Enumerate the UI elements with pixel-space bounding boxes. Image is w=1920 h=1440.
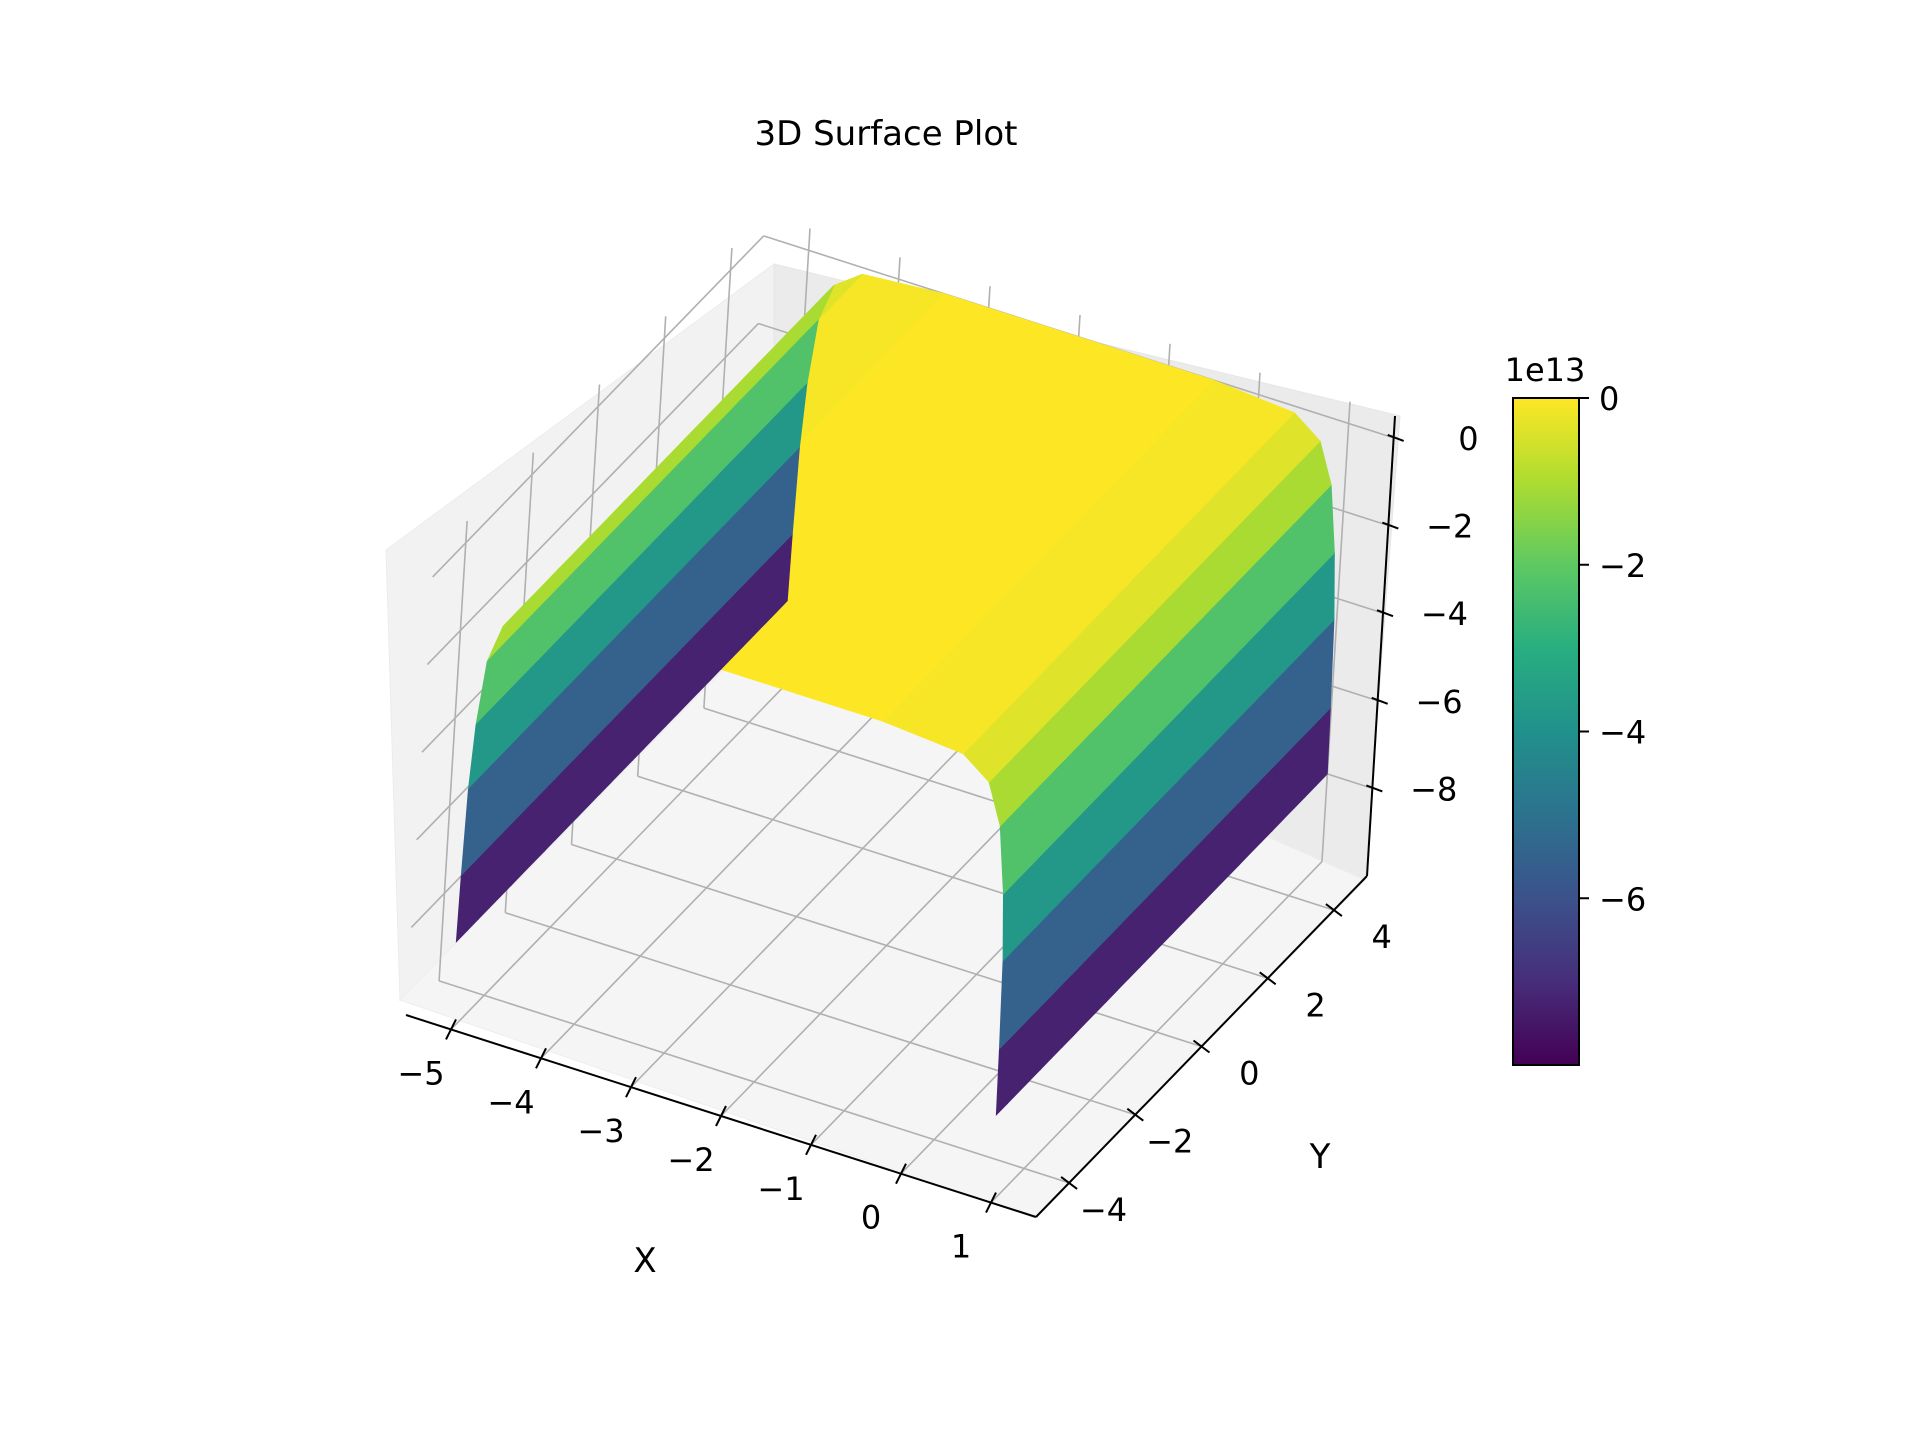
surface bbox=[455, 273, 1335, 1117]
x-tick-label: −2 bbox=[667, 1141, 714, 1179]
y-tick-mark bbox=[1192, 1039, 1211, 1054]
surface-patch bbox=[1035, 847, 1048, 928]
floor-gridline-y bbox=[571, 843, 1202, 1048]
surface-patch bbox=[1179, 699, 1192, 780]
y-tick-label: −2 bbox=[1146, 1123, 1193, 1161]
y-tick-mark bbox=[1325, 903, 1343, 917]
surface-patch bbox=[1168, 711, 1181, 792]
floor-pane bbox=[399, 617, 1366, 1219]
x-tick-label: −1 bbox=[757, 1170, 804, 1208]
colorbar-tick-label: −4 bbox=[1599, 714, 1646, 752]
back-gridline-x bbox=[1321, 401, 1351, 862]
surface-patch bbox=[1256, 620, 1269, 701]
surface-patch bbox=[1289, 586, 1302, 667]
x-tick-label: −4 bbox=[487, 1083, 534, 1121]
floor-gridline-y bbox=[637, 775, 1268, 980]
colorbar-scale-label: 1e13 bbox=[1505, 351, 1586, 389]
chart-title: 3D Surface Plot bbox=[754, 114, 1017, 154]
floor-gridline-y bbox=[438, 980, 1070, 1184]
left-gridline-y bbox=[438, 520, 468, 981]
surface-patch bbox=[1300, 574, 1313, 655]
axis-ticks: −5 −4 −3 −2 −1 0 1 −4 −2 0 2 4 0 −2 −4 −6 −8 bbox=[397, 420, 1478, 1266]
surface-patch bbox=[1024, 858, 1037, 939]
surface-patch bbox=[1112, 767, 1126, 849]
z-tick-label: −6 bbox=[1415, 683, 1462, 721]
x-tick-mark bbox=[805, 1134, 817, 1156]
floor-gridline-y bbox=[505, 911, 1136, 1116]
surface-patch bbox=[1278, 597, 1291, 678]
x-tick-mark bbox=[985, 1192, 997, 1214]
left-gridline-z bbox=[426, 322, 759, 666]
surface-patch bbox=[1002, 881, 1015, 962]
x-axis-label: X bbox=[633, 1241, 656, 1281]
z-tick-label: 0 bbox=[1458, 420, 1478, 458]
y-tick-label: 0 bbox=[1239, 1055, 1259, 1093]
y-tick-label: 2 bbox=[1305, 986, 1325, 1024]
z-tick-label: −8 bbox=[1410, 770, 1457, 808]
z-tick-label: −4 bbox=[1421, 595, 1468, 633]
colorbar-tick-label: 0 bbox=[1599, 380, 1619, 418]
colorbar-gradient bbox=[1512, 397, 1580, 1066]
x-tick-label: 1 bbox=[951, 1228, 971, 1266]
surface-patch bbox=[1234, 642, 1247, 724]
x-tick-label: 0 bbox=[861, 1199, 881, 1237]
surface-patch bbox=[1190, 688, 1203, 769]
surface-patch bbox=[1057, 824, 1071, 905]
z-tick-mark bbox=[1376, 609, 1394, 618]
surface-patch bbox=[1156, 722, 1170, 803]
surface-patch bbox=[1322, 551, 1335, 633]
y-tick-mark bbox=[1060, 1176, 1078, 1190]
x-tick-mark bbox=[535, 1047, 547, 1069]
z-tick-label: −2 bbox=[1426, 508, 1473, 546]
y-tick-label: 4 bbox=[1372, 918, 1392, 956]
surface-patch bbox=[1101, 779, 1115, 860]
x-tick-mark bbox=[625, 1076, 637, 1098]
surface-patch bbox=[1267, 608, 1280, 689]
colorbar-tick-label: −6 bbox=[1599, 880, 1646, 918]
y-tick-label: −4 bbox=[1080, 1191, 1127, 1229]
x-tick-mark bbox=[715, 1105, 727, 1127]
x-tick-label: −3 bbox=[577, 1112, 624, 1150]
surface-patch bbox=[1201, 676, 1214, 758]
surface-patch bbox=[1013, 870, 1026, 951]
surface-patch bbox=[1079, 802, 1093, 883]
z-tick-mark bbox=[1387, 433, 1405, 442]
y-tick-mark bbox=[1126, 1107, 1144, 1122]
z-tick-mark bbox=[1381, 521, 1399, 530]
surface-patch bbox=[1245, 631, 1258, 712]
z-tick-mark bbox=[1371, 696, 1389, 705]
surface-patch bbox=[1223, 654, 1236, 735]
x-tick-mark bbox=[445, 1018, 457, 1040]
surface-patch bbox=[1134, 745, 1148, 826]
colorbar-tick-label: −2 bbox=[1599, 547, 1646, 585]
z-tick-mark bbox=[1365, 784, 1383, 793]
surface-patch bbox=[1145, 733, 1159, 814]
left-gridline-z bbox=[432, 235, 765, 578]
surface-patch bbox=[1046, 836, 1059, 917]
y-tick-mark bbox=[1259, 971, 1277, 986]
x-tick-label: −5 bbox=[397, 1054, 444, 1092]
surface-patch bbox=[455, 863, 473, 943]
colorbar: 1e13 0 −2 −4 −6 bbox=[1505, 351, 1646, 1066]
x-tick-mark bbox=[895, 1163, 907, 1185]
surface-patch bbox=[1123, 756, 1137, 837]
surface-patch bbox=[1090, 790, 1104, 871]
colorbar-ticks: 0 −2 −4 −6 bbox=[1579, 380, 1646, 918]
y-axis-label: Y bbox=[1309, 1137, 1331, 1177]
surface-patch bbox=[1311, 563, 1324, 644]
surface-patch bbox=[1068, 813, 1082, 894]
z-axis-line bbox=[1366, 415, 1396, 877]
surface-patch bbox=[1212, 665, 1225, 746]
